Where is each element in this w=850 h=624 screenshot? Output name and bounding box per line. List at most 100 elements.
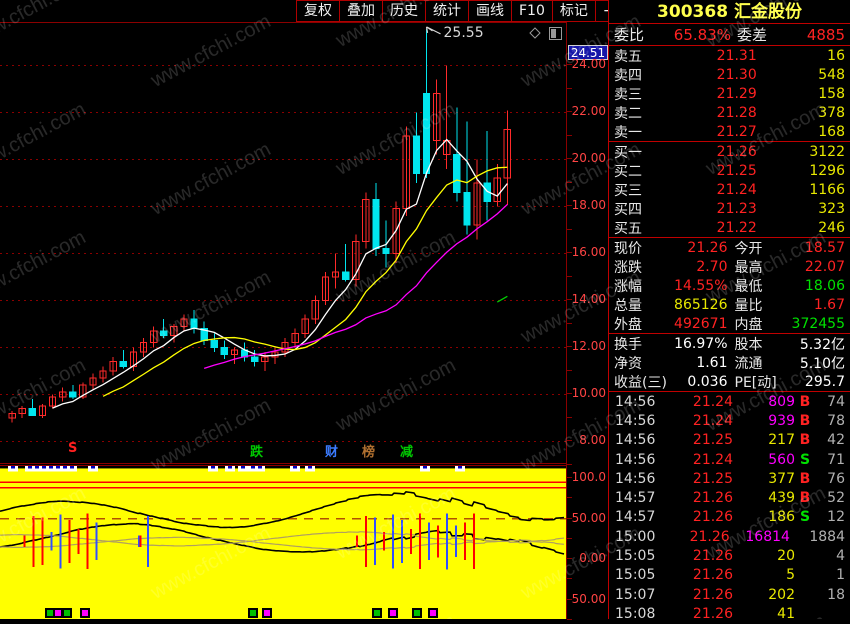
- stat-value-2: 372455: [779, 316, 850, 332]
- bid-level-volume: 323: [762, 201, 850, 217]
- trade-time: 15:05: [609, 567, 669, 583]
- toolbar-diejia[interactable]: 叠加: [340, 1, 383, 22]
- toolbar-lishi[interactable]: 历史: [383, 1, 426, 22]
- price-axis-label: 24.00: [572, 57, 606, 71]
- trade-price: 21.24: [669, 413, 733, 429]
- osc-axis-minor-tick: [567, 497, 572, 498]
- price-axis-label: 22.00: [572, 104, 606, 118]
- osc-axis-minor-tick: [567, 619, 572, 620]
- oscillator-panel[interactable]: [0, 465, 566, 619]
- trade-direction: S: [795, 509, 815, 525]
- bid-level-price: 21.25: [661, 163, 762, 179]
- toolbar-biaoji[interactable]: 标记: [553, 1, 596, 22]
- price-axis-tick: [567, 346, 572, 347]
- candlestick-plot[interactable]: 25.55: [0, 22, 566, 464]
- stock-name: 汇金股份: [734, 2, 802, 22]
- chart-marker[interactable]: S: [68, 441, 77, 456]
- fundamental-value: 1.61: [667, 355, 733, 371]
- stock-code: 300368: [657, 2, 728, 22]
- trade-volume: 939: [733, 413, 795, 429]
- trade-price: 21.26: [669, 567, 733, 583]
- order-diff-label: 委差: [735, 24, 781, 45]
- ask-level-label: 卖二: [609, 103, 661, 123]
- trade-count: 42: [815, 432, 850, 448]
- trade-volume: 217: [733, 432, 795, 448]
- candlestick-svg: 25.55: [0, 23, 566, 464]
- price-axis-minor-tick: [567, 88, 572, 89]
- price-axis-label: 8.00: [579, 433, 606, 447]
- trade-price: 21.25: [669, 471, 733, 487]
- toolbar-fuquan[interactable]: 复权: [296, 1, 340, 22]
- bid-level-price: 21.24: [661, 182, 762, 198]
- price-axis-tick: [567, 393, 572, 394]
- order-ratio-value: 65.83%: [667, 26, 735, 44]
- price-axis-minor-tick: [567, 464, 572, 465]
- chart-marker[interactable]: 榜: [362, 441, 375, 460]
- osc-axis-tick: [567, 599, 572, 600]
- toolbar-f10[interactable]: F10: [512, 1, 553, 22]
- bid-level-label: 买五: [609, 218, 661, 238]
- trade-price: 21.26: [669, 606, 733, 622]
- trade-time: 14:56: [609, 394, 669, 410]
- ask-level-price: 21.28: [661, 105, 762, 121]
- chart-marker[interactable]: 减: [400, 441, 413, 460]
- bid-level-label: 买三: [609, 180, 661, 200]
- stat-label: 总量: [609, 295, 661, 315]
- chart-marker[interactable]: 财: [325, 441, 338, 460]
- trade-price: 21.26: [669, 587, 733, 603]
- bid-level-label: 买四: [609, 199, 661, 219]
- trade-count: 76: [815, 471, 850, 487]
- toolbar-tongji[interactable]: 统计: [426, 1, 469, 22]
- chart-marker[interactable]: 跌: [250, 441, 263, 460]
- stat-label: 涨幅: [609, 276, 661, 296]
- ask-level-price: 21.29: [661, 86, 762, 102]
- stat-label: 现价: [609, 238, 661, 258]
- trade-volume: 16814: [730, 529, 790, 545]
- bid-level-volume: 246: [762, 220, 850, 236]
- trade-count: 78: [815, 413, 850, 429]
- price-axis-minor-tick: [567, 182, 572, 183]
- price-axis-label: 20.00: [572, 151, 606, 165]
- stock-title: 300368 汇金股份: [609, 0, 850, 24]
- price-axis-minor-tick: [567, 417, 572, 418]
- stat-value-2: 1.67: [779, 297, 850, 313]
- toolbar-huaxian[interactable]: 画线: [469, 1, 512, 22]
- fundamental-label-2: PE[动]: [733, 372, 785, 392]
- stat-label: 涨跌: [609, 257, 661, 277]
- trade-direction: B: [795, 471, 815, 487]
- trade-count: 52: [815, 490, 850, 506]
- trade-direction: B: [795, 413, 815, 429]
- stat-value-2: 22.07: [779, 259, 850, 275]
- order-ratio-section: 委比 65.83% 委差 4885: [609, 24, 850, 46]
